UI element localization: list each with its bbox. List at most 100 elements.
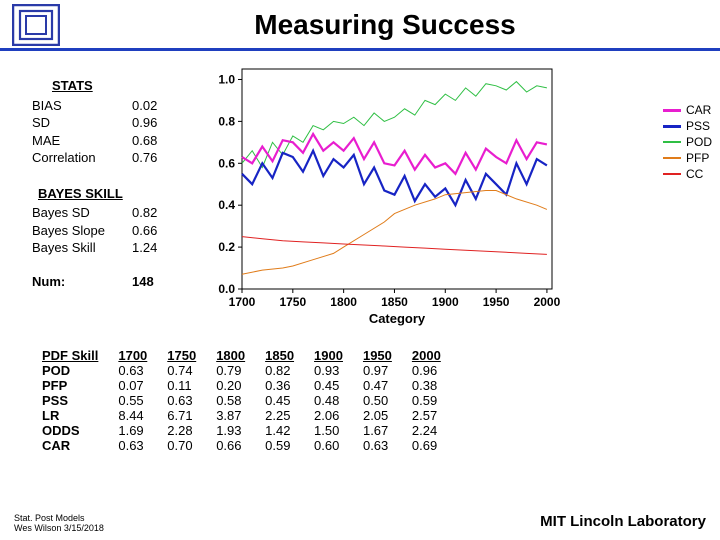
pdf-cell: 0.96 [402, 363, 451, 378]
pdf-col: 2000 [402, 348, 451, 363]
pdf-cell: 0.63 [157, 393, 206, 408]
stat-label: Bayes Slope [32, 222, 132, 240]
svg-text:1800: 1800 [330, 295, 357, 309]
stat-row: MAE0.68 [32, 132, 202, 150]
stat-row: Bayes Slope0.66 [32, 222, 202, 240]
pdf-cell: 2.57 [402, 408, 451, 423]
pdf-cell: 0.74 [157, 363, 206, 378]
pdf-cell: 0.47 [353, 378, 402, 393]
legend-label: POD [686, 135, 712, 149]
pdf-cell: 0.58 [206, 393, 255, 408]
svg-text:1.0: 1.0 [218, 72, 235, 86]
legend-item: POD [663, 135, 712, 149]
ll-logo-icon [12, 4, 60, 46]
pdf-cell: 0.63 [353, 438, 402, 453]
legend-item: CAR [663, 103, 712, 117]
legend-swatch [663, 173, 681, 175]
legend-item: PSS [663, 119, 712, 133]
svg-text:0.0: 0.0 [218, 282, 235, 296]
mit-label: MIT Lincoln Laboratory [540, 513, 706, 530]
pdf-cell: 2.28 [157, 423, 206, 438]
line-chart: 0.00.20.40.60.81.01700175018001850190019… [202, 61, 582, 331]
pdf-cell: 0.07 [108, 378, 157, 393]
legend-swatch [663, 141, 681, 143]
pdf-cell: 0.63 [108, 363, 157, 378]
legend-swatch [663, 157, 681, 159]
svg-text:0.2: 0.2 [218, 240, 235, 254]
stat-value: 0.76 [132, 149, 182, 167]
pdf-cell: 3.87 [206, 408, 255, 423]
pdf-cell: 0.20 [206, 378, 255, 393]
svg-text:0.8: 0.8 [218, 114, 235, 128]
svg-text:0.6: 0.6 [218, 156, 235, 170]
pdf-heading: PDF Skill [32, 348, 108, 363]
stats-column: STATS BIAS0.02SD0.96MAE0.68Correlation0.… [32, 61, 202, 336]
pdf-skill-table: PDF Skill1700175018001850190019502000POD… [32, 348, 451, 453]
title-row: Measuring Success [0, 0, 720, 46]
pdf-col: 1850 [255, 348, 304, 363]
legend-swatch [663, 125, 681, 128]
pdf-cell: 0.63 [108, 438, 157, 453]
pdf-cell: 0.45 [255, 393, 304, 408]
stat-value: 0.68 [132, 132, 182, 150]
stat-row: Bayes Skill1.24 [32, 239, 202, 257]
pdf-cell: 6.71 [157, 408, 206, 423]
pdf-cell: 0.79 [206, 363, 255, 378]
pdf-row-label: ODDS [32, 423, 108, 438]
num-label: Num: [32, 273, 132, 291]
chart-legend: CAR PSS POD PFP CC [663, 101, 712, 183]
stats-heading: STATS [52, 77, 202, 95]
bayes-heading: BAYES SKILL [38, 185, 202, 203]
pdf-cell: 1.69 [108, 423, 157, 438]
stat-label: Bayes Skill [32, 239, 132, 257]
stat-label: BIAS [32, 97, 132, 115]
pdf-cell: 0.82 [255, 363, 304, 378]
stat-value: 0.96 [132, 114, 182, 132]
pdf-cell: 0.48 [304, 393, 353, 408]
pdf-row-label: CAR [32, 438, 108, 453]
num-value: 148 [132, 273, 182, 291]
pdf-cell: 0.36 [255, 378, 304, 393]
pdf-cell: 0.50 [353, 393, 402, 408]
pdf-cell: 2.06 [304, 408, 353, 423]
pdf-cell: 0.59 [402, 393, 451, 408]
pdf-cell: 1.50 [304, 423, 353, 438]
pdf-row-label: PFP [32, 378, 108, 393]
pdf-cell: 0.60 [304, 438, 353, 453]
legend-item: CC [663, 167, 712, 181]
pdf-col: 1800 [206, 348, 255, 363]
num-row: Num: 148 [32, 273, 202, 291]
chart-area: 0.00.20.40.60.81.01700175018001850190019… [202, 61, 712, 336]
legend-label: CC [686, 167, 703, 181]
pdf-col: 1750 [157, 348, 206, 363]
legend-label: CAR [686, 103, 711, 117]
pdf-cell: 0.11 [157, 378, 206, 393]
pdf-col: 1700 [108, 348, 157, 363]
legend-label: PSS [686, 119, 710, 133]
stat-row: Bayes SD0.82 [32, 204, 202, 222]
stat-value: 0.66 [132, 222, 182, 240]
svg-text:Category: Category [369, 311, 426, 326]
pdf-cell: 0.55 [108, 393, 157, 408]
svg-text:1750: 1750 [279, 295, 306, 309]
pdf-col: 1950 [353, 348, 402, 363]
svg-text:2000: 2000 [534, 295, 561, 309]
pdf-cell: 0.59 [255, 438, 304, 453]
page-title: Measuring Success [60, 9, 710, 41]
pdf-cell: 1.67 [353, 423, 402, 438]
legend-item: PFP [663, 151, 712, 165]
pdf-col: 1900 [304, 348, 353, 363]
stat-value: 0.82 [132, 204, 182, 222]
pdf-row-label: PSS [32, 393, 108, 408]
stat-row: SD0.96 [32, 114, 202, 132]
pdf-cell: 2.24 [402, 423, 451, 438]
svg-text:1900: 1900 [432, 295, 459, 309]
pdf-cell: 0.97 [353, 363, 402, 378]
svg-text:0.4: 0.4 [218, 198, 235, 212]
pdf-cell: 0.38 [402, 378, 451, 393]
pdf-cell: 1.42 [255, 423, 304, 438]
footer-line2: Wes Wilson 3/15/2018 [14, 524, 104, 534]
footer: Stat. Post Models Wes Wilson 3/15/2018 [14, 514, 104, 534]
svg-text:1950: 1950 [483, 295, 510, 309]
pdf-cell: 8.44 [108, 408, 157, 423]
